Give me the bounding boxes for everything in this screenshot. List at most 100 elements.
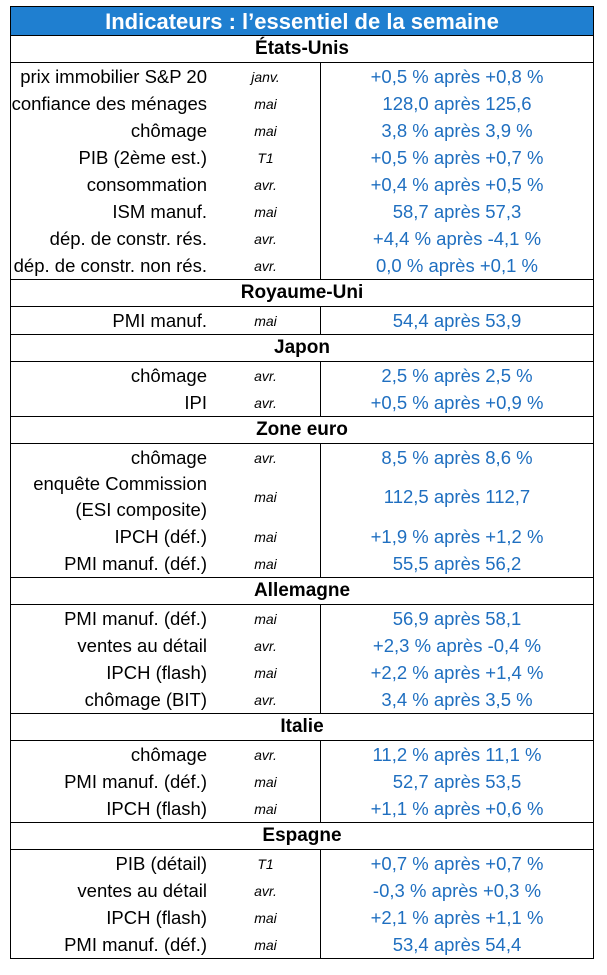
indicator-label: PIB (2ème est.) [78,146,207,168]
table-row: ISM manuf. mai 58,7 après 57,3 [11,198,593,225]
section-heading: Italie [11,714,593,741]
period: mai [211,795,321,822]
indicator-value: 8,5 % après 8,6 % [381,446,533,468]
indicator-label: IPCH (flash) [106,906,207,928]
indicator-label: enquête Commission (ESI composite) [11,471,211,523]
indicator-value: +1,1 % après +0,6 % [370,797,544,819]
section-heading: Allemagne [11,578,593,605]
period: mai [211,117,321,144]
indicator-value: -0,3 % après +0,3 % [372,879,542,901]
indicator-label: IPI [184,391,207,413]
section: Japon chômage avr. 2,5 % après 2,5 % IPI avr.… [10,335,594,417]
period: mai [211,931,321,958]
section: États-Unis prix immobilier S&P 20 janv. +0,… [10,36,594,280]
table-row: IPCH (déf.) mai +1,9 % après +1,2 % [11,523,593,550]
indicator-label: PMI manuf. (déf.) [64,607,207,629]
period: mai [211,904,321,931]
indicator-label: chômage [130,446,207,468]
table-row: PMI manuf. (déf.) mai 53,4 après 54,4 [11,931,593,958]
table-row: ventes au détail avr. +2,3 % après -0,4 % [11,632,593,659]
table-row: IPCH (flash) mai +2,1 % après +1,1 % [11,904,593,931]
indicator-label: IPCH (flash) [106,797,207,819]
period: avr. [211,877,321,904]
indicator-label: dép. de constr. non rés. [13,254,207,276]
indicator-value: +0,4 % après +0,5 % [370,173,544,195]
section-heading: Zone euro [11,417,593,444]
table-row: chômage avr. 8,5 % après 8,6 % [11,444,593,471]
indicator-label: prix immobilier S&P 20 [20,65,207,87]
indicator-label: IPCH (déf.) [114,525,207,547]
period: mai [211,523,321,550]
indicator-label: chômage [130,364,207,386]
indicator-value: 3,4 % après 3,5 % [381,688,533,710]
indicator-label: PMI manuf. (déf.) [64,552,207,574]
indicator-value: +0,5 % après +0,7 % [370,146,544,168]
table-row: confiance des ménages mai 128,0 après 125,… [11,90,593,117]
indicator-label: PMI manuf. (déf.) [64,770,207,792]
table-row: PIB (détail) T1 +0,7 % après +0,7 % [11,850,593,877]
period: mai [211,659,321,686]
indicator-label: PIB (détail) [115,852,207,874]
table-row: PMI manuf. (déf.) mai 56,9 après 58,1 [11,605,593,632]
period: T1 [211,850,321,877]
section-heading: Japon [11,335,593,362]
indicator-label: confiance des ménages [11,92,207,114]
indicator-value: 54,4 après 53,9 [392,309,522,331]
period: mai [211,307,321,334]
period: mai [211,471,321,523]
table-row: consommation avr. +0,4 % après +0,5 % [11,171,593,198]
indicator-value: 112,5 après 112,7 [383,486,531,507]
sections-container: États-Unis prix immobilier S&P 20 janv. +0,… [10,36,594,959]
table-row: dép. de constr. non rés. avr. 0,0 % après … [11,252,593,279]
indicator-value: 56,9 après 58,1 [392,607,522,629]
indicator-value: +0,5 % après +0,8 % [370,65,544,87]
indicator-value: +1,9 % après +1,2 % [370,525,544,547]
indicator-value: +2,1 % après +1,1 % [370,906,544,928]
indicator-label: chômage [130,743,207,765]
indicator-label: ventes au détail [77,634,207,656]
table-row: dép. de constr. rés. avr. +4,4 % après -4,… [11,225,593,252]
period: avr. [211,686,321,713]
indicator-label-line1: enquête Commission [33,473,207,494]
indicator-value: 53,4 après 54,4 [392,933,522,955]
period: avr. [211,225,321,252]
indicator-value: 128,0 après 125,6 [382,92,532,114]
indicator-value: 52,7 après 53,5 [392,770,522,792]
indicator-value: +2,2 % après +1,4 % [370,661,544,683]
table-row: PMI manuf. mai 54,4 après 53,9 [11,307,593,334]
indicator-label: ventes au détail [77,879,207,901]
period: avr. [211,632,321,659]
table-row: PIB (2ème est.) T1 +0,5 % après +0,7 % [11,144,593,171]
section-heading: Royaume-Uni [11,280,593,307]
indicator-label-line2: (ESI composite) [75,499,207,520]
indicator-label: IPCH (flash) [106,661,207,683]
period: avr. [211,362,321,389]
indicator-value: +4,4 % après -4,1 % [372,227,542,249]
period: avr. [211,252,321,279]
indicator-value: +0,5 % après +0,9 % [370,391,544,413]
indicators-table: Indicateurs : l’essentiel de la semaine … [10,6,594,959]
section: Zone euro chômage avr. 8,5 % après 8,6 % enq… [10,417,594,578]
period: mai [211,768,321,795]
table-row: chômage mai 3,8 % après 3,9 % [11,117,593,144]
indicator-value: +0,7 % après +0,7 % [370,852,544,874]
indicator-value: 58,7 après 57,3 [392,200,522,222]
indicator-value: 2,5 % après 2,5 % [381,364,533,386]
table-row: prix immobilier S&P 20 janv. +0,5 % après … [11,63,593,90]
table-title: Indicateurs : l’essentiel de la semaine [10,6,594,36]
period: avr. [211,444,321,471]
period: janv. [211,63,321,90]
section: Italie chômage avr. 11,2 % après 11,1 % PMI … [10,714,594,823]
table-row: ventes au détail avr. -0,3 % après +0,3 % [11,877,593,904]
section: Espagne PIB (détail) T1 +0,7 % après +0,7 %… [10,823,594,959]
section: Royaume-Uni PMI manuf. mai 54,4 après 53,9 [10,280,594,335]
indicator-label: ISM manuf. [112,200,207,222]
period: mai [211,605,321,632]
indicator-value: +2,3 % après -0,4 % [372,634,542,656]
table-row: enquête Commission (ESI composite) mai 112,… [11,471,593,523]
table-row: chômage (BIT) avr. 3,4 % après 3,5 % [11,686,593,713]
section: Allemagne PMI manuf. (déf.) mai 56,9 après … [10,578,594,714]
indicator-label: PMI manuf. [112,309,207,331]
period: mai [211,90,321,117]
table-row: IPCH (flash) mai +2,2 % après +1,4 % [11,659,593,686]
